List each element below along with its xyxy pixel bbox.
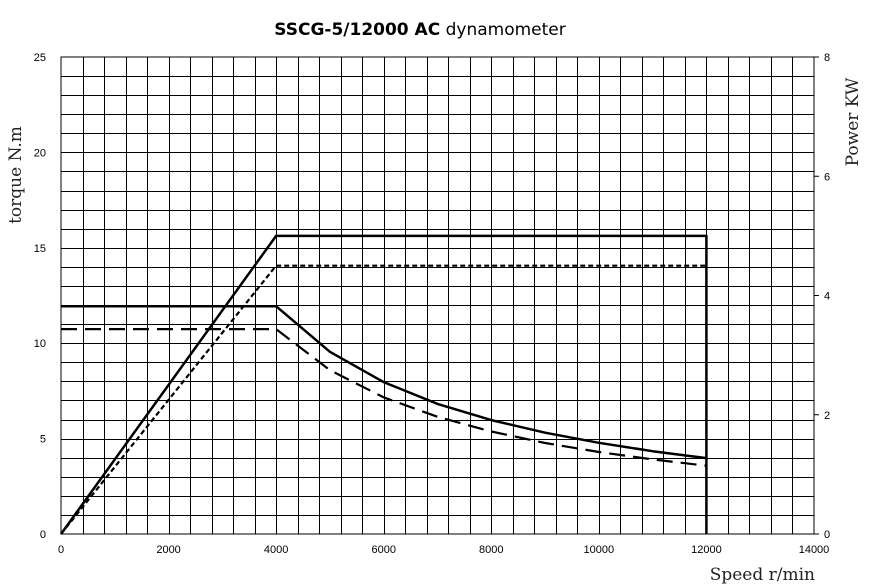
plot-frame [60, 56, 815, 535]
series-line-2 [60, 264, 707, 535]
y2-tick-label: 2 [824, 410, 830, 422]
tick-labels: 0 2000 4000 6000 8000 10000 12000 1400005101520… [34, 52, 830, 556]
y-axis-label: torque N.m [6, 126, 26, 224]
y2-tick-label: 4 [824, 291, 830, 303]
y2-tick-label: 0 [824, 529, 830, 541]
series-line-4 [61, 328, 707, 467]
chart-title: SSCG-5/12000 AC dynamometer [274, 20, 566, 40]
series-line-3 [61, 304, 707, 460]
y2-axis-label: Power KW [843, 77, 863, 166]
y2-tick-label: 6 [824, 171, 830, 183]
series-line-1 [59, 234, 708, 535]
x-tick-label: 14000 [799, 544, 830, 556]
x-tick-label: 0 [58, 544, 64, 556]
x-tick-label: 2000 [156, 544, 180, 556]
series-group [59, 234, 708, 535]
x-axis-label: Speed r/min [710, 565, 815, 585]
x-tick-label: 6000 [371, 544, 395, 556]
y-tick-label: 5 [40, 434, 46, 446]
y-tick-label: 25 [34, 52, 46, 64]
chart-title-rest: dynamometer [440, 20, 566, 40]
y2-tick-label: 8 [824, 52, 830, 64]
y-tick-label: 0 [40, 529, 46, 541]
grid [61, 57, 814, 534]
x-tick-label: 12000 [691, 544, 722, 556]
y-tick-label: 10 [34, 338, 46, 350]
chart-title-bold: SSCG-5/12000 AC [274, 20, 440, 40]
x-tick-label: 4000 [264, 544, 288, 556]
x-tick-label: 8000 [479, 544, 503, 556]
y-tick-label: 20 [34, 147, 46, 159]
y-tick-label: 15 [34, 243, 46, 255]
x-tick-label: 10000 [584, 544, 615, 556]
